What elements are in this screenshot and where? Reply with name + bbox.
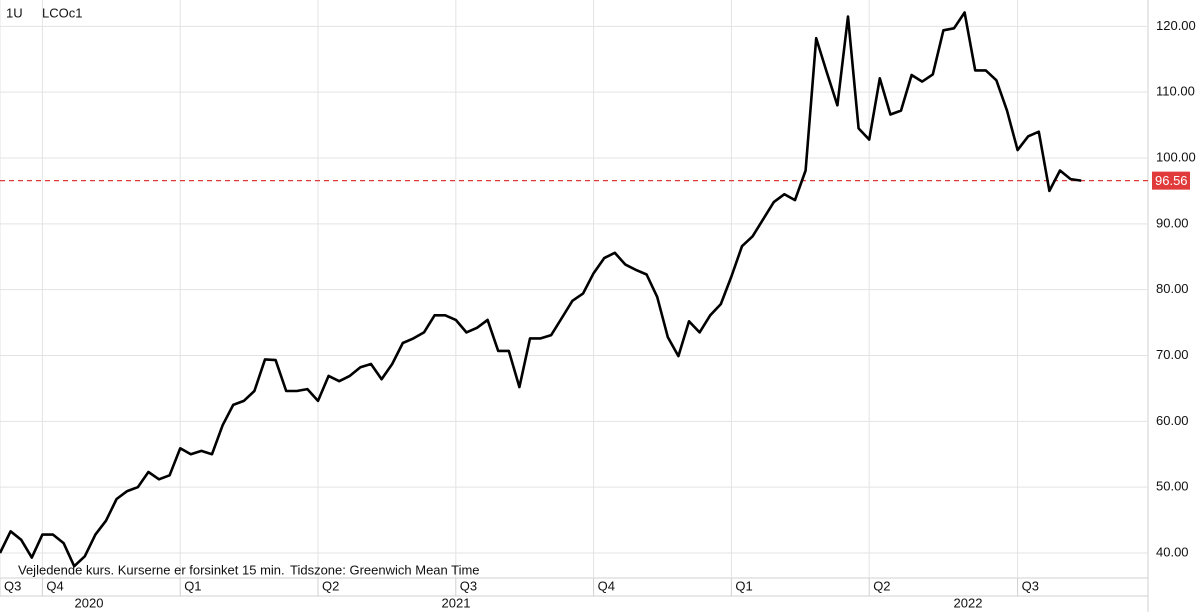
y-tick-label: 50.00: [1156, 479, 1189, 494]
x-tick-label: Q3: [1022, 578, 1039, 593]
x-tick-label: Q2: [873, 578, 890, 593]
x-tick-label: Q1: [735, 578, 752, 593]
x-tick-label: Q4: [598, 578, 615, 593]
x-tick-label: Q1: [184, 578, 201, 593]
x-tick-label: Q3: [4, 578, 21, 593]
y-tick-label: 120.00: [1156, 18, 1196, 33]
y-tick-label: 110.00: [1156, 84, 1195, 99]
symbol-label: LCOc1: [42, 5, 82, 20]
y-tick-label: 100.00: [1156, 149, 1196, 164]
y-tick-label: 60.00: [1156, 413, 1189, 428]
year-label: 2021: [442, 595, 471, 610]
x-tick-label: Q4: [46, 578, 63, 593]
y-tick-label: 70.00: [1156, 347, 1189, 362]
year-label: 2022: [954, 595, 983, 610]
y-tick-label: 40.00: [1156, 544, 1189, 559]
y-tick-label: 90.00: [1156, 215, 1189, 230]
x-tick-label: Q3: [460, 578, 477, 593]
reference-label: 96.56: [1155, 173, 1188, 188]
year-label: 2020: [75, 595, 104, 610]
footer-timezone: Tidszone: Greenwich Mean Time: [290, 562, 480, 577]
reference-label-box: [1152, 171, 1190, 190]
interval-label: 1U: [6, 5, 23, 20]
x-tick-label: Q2: [322, 578, 339, 593]
price-line: [0, 11, 1082, 568]
y-tick-label: 80.00: [1156, 281, 1189, 296]
footer-note: Vejledende kurs. Kurserne er forsinket 1…: [18, 562, 285, 577]
